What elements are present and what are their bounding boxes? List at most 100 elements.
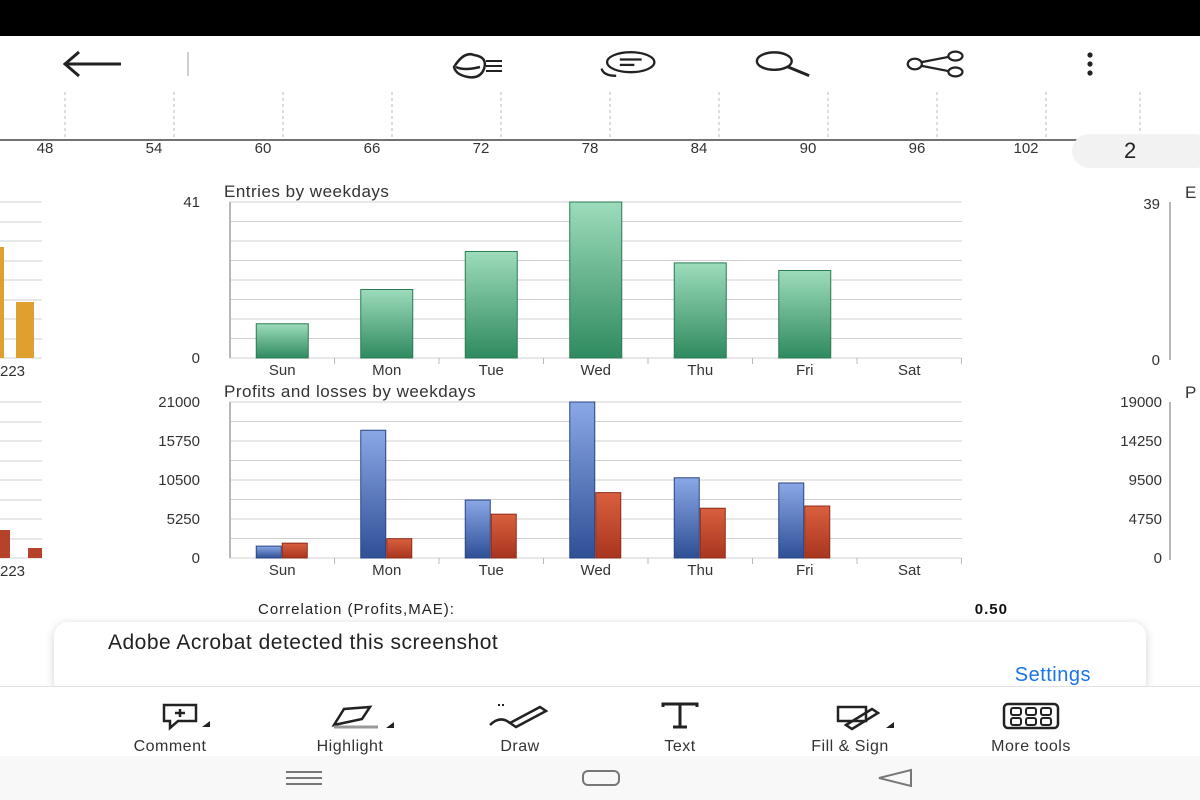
right-partial-charts: E 39 0 P 19000 14250 9500 4750 0 bbox=[1120, 183, 1196, 567]
entries-by-weekdays-chart: Entries by weekdays 41 0 Sun Mon Tue Wed Thu Fri… bbox=[183, 182, 962, 379]
partial-bar bbox=[0, 530, 10, 558]
recent-apps-button[interactable] bbox=[274, 764, 334, 792]
more-options-button[interactable] bbox=[1060, 42, 1120, 86]
search-icon bbox=[755, 51, 810, 77]
profits-losses-by-weekdays-chart: Profits and losses by weekdays 21000 15750… bbox=[158, 382, 962, 579]
top-app-bar bbox=[0, 36, 1200, 92]
y-tick-label: 41 bbox=[183, 194, 200, 211]
chart-title: Profits and losses by weekdays bbox=[224, 382, 476, 401]
screenshot-toast: Adobe Acrobat detected this screenshot S… bbox=[54, 622, 1146, 696]
y-tick-label: 0 bbox=[192, 350, 200, 367]
y-tick-label: 15750 bbox=[158, 433, 200, 450]
bar bbox=[386, 538, 413, 559]
bar bbox=[255, 545, 282, 559]
reading-mode-icon bbox=[452, 53, 502, 79]
highlight-tool[interactable]: Highlight bbox=[283, 701, 417, 757]
draw-tool[interactable]: Draw bbox=[477, 701, 563, 757]
back-button[interactable] bbox=[63, 42, 123, 86]
bar bbox=[255, 323, 309, 359]
x-tick-label: Tue bbox=[479, 562, 504, 579]
comment-icon bbox=[162, 703, 210, 731]
right-partial-title: E bbox=[1185, 183, 1196, 202]
home-button[interactable] bbox=[571, 764, 631, 792]
left-partial-tick-label: 223 bbox=[0, 363, 25, 380]
more-tools-icon bbox=[1002, 702, 1060, 730]
right-partial-title: P bbox=[1185, 383, 1196, 402]
y-tick-label: 10500 bbox=[158, 472, 200, 489]
comment-list-button[interactable] bbox=[598, 42, 658, 86]
recent-apps-icon bbox=[286, 771, 322, 785]
top-axis-tick-label: 66 bbox=[364, 140, 381, 157]
bottom-tools-bar: Comment Highlight Draw bbox=[0, 686, 1200, 756]
search-button[interactable] bbox=[753, 42, 813, 86]
share-icon bbox=[906, 50, 964, 78]
draw-icon bbox=[489, 704, 549, 729]
more-tools[interactable]: More tools bbox=[951, 701, 1111, 757]
status-bar bbox=[0, 0, 1200, 36]
top-axis-tick-label: 54 bbox=[146, 140, 163, 157]
share-button[interactable] bbox=[906, 42, 966, 86]
bar bbox=[673, 477, 700, 559]
toolbar-divider bbox=[187, 52, 189, 76]
x-tick-label: Tue bbox=[479, 362, 504, 379]
y-tick-label: 0 bbox=[192, 550, 200, 567]
bar bbox=[804, 505, 831, 559]
fill-sign-icon bbox=[836, 705, 894, 731]
bar bbox=[464, 499, 491, 559]
text-tool[interactable]: Text bbox=[645, 701, 715, 757]
right-partial-ytick: 0 bbox=[1152, 352, 1160, 369]
back-arrow-icon bbox=[63, 50, 121, 78]
tool-label: Text bbox=[664, 738, 696, 755]
top-axis-tick-label: 78 bbox=[582, 140, 599, 157]
reading-mode-button[interactable] bbox=[448, 42, 508, 86]
top-axis-tick-label: 90 bbox=[800, 140, 817, 157]
tool-label: Highlight bbox=[316, 738, 384, 755]
correlation-value: 0.50 bbox=[975, 601, 1008, 618]
toast-settings-link[interactable]: Settings bbox=[1014, 664, 1091, 686]
right-partial-ytick: 9500 bbox=[1129, 472, 1162, 489]
tool-label: Fill & Sign bbox=[811, 738, 889, 755]
system-back-button[interactable] bbox=[865, 764, 925, 792]
x-tick-label: Mon bbox=[372, 562, 401, 579]
left-partial-tick-label: 223 bbox=[0, 563, 25, 580]
x-tick-label: Thu bbox=[687, 562, 713, 579]
comment-list-icon bbox=[600, 51, 656, 77]
x-tick-label: Sun bbox=[269, 362, 296, 379]
page-number: 2 bbox=[1124, 138, 1137, 163]
document-view[interactable]: 48 54 60 66 72 78 84 90 96 102 223 bbox=[0, 92, 1200, 686]
x-tick-label: Thu bbox=[687, 362, 713, 379]
bar bbox=[281, 542, 308, 559]
bar bbox=[360, 289, 414, 359]
more-vertical-icon bbox=[1087, 52, 1093, 76]
bar bbox=[699, 507, 726, 559]
tool-label: More tools bbox=[991, 738, 1071, 755]
chart-title: Entries by weekdays bbox=[224, 182, 389, 201]
page-number-badge: 2 bbox=[1072, 134, 1200, 168]
tool-label: Comment bbox=[133, 738, 207, 755]
top-axis-tick-label: 72 bbox=[473, 140, 490, 157]
right-partial-ytick: 19000 bbox=[1120, 394, 1162, 411]
x-tick-label: Sun bbox=[269, 562, 296, 579]
right-partial-ytick: 0 bbox=[1154, 550, 1162, 567]
right-partial-ytick: 14250 bbox=[1120, 433, 1162, 450]
back-icon bbox=[878, 768, 912, 788]
x-tick-label: Sat bbox=[898, 362, 921, 379]
bar bbox=[569, 201, 623, 359]
bar bbox=[464, 250, 518, 359]
bar bbox=[778, 482, 805, 559]
text-icon bbox=[661, 702, 699, 729]
top-axis-tick-label: 60 bbox=[255, 140, 272, 157]
fill-sign-tool[interactable]: Fill & Sign bbox=[775, 701, 925, 757]
highlight-icon bbox=[331, 705, 394, 729]
top-axis-tick-label: 48 bbox=[37, 140, 54, 157]
document-page: 48 54 60 66 72 78 84 90 96 102 223 bbox=[0, 92, 1196, 618]
comment-tool[interactable]: Comment bbox=[97, 701, 243, 757]
top-axis-area: 48 54 60 66 72 78 84 90 96 102 bbox=[0, 92, 1141, 157]
bar bbox=[673, 262, 727, 359]
partial-bar bbox=[28, 548, 42, 558]
partial-bar bbox=[0, 247, 4, 358]
x-tick-label: Fri bbox=[796, 562, 814, 579]
left-partial-charts: 223 223 bbox=[0, 201, 42, 580]
bar bbox=[569, 401, 596, 559]
partial-bar bbox=[16, 302, 34, 358]
